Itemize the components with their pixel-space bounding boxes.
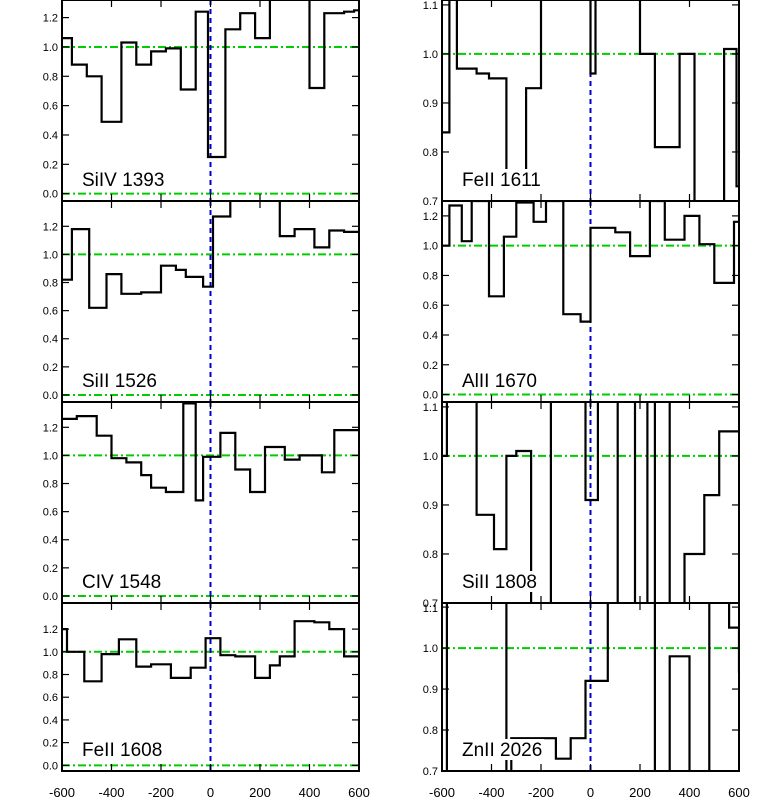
x-tick-label: 400 bbox=[679, 785, 701, 800]
panel-label-background bbox=[80, 169, 167, 190]
y-tick-label: 0.0 bbox=[43, 189, 58, 201]
y-tick-label: 0.4 bbox=[43, 535, 58, 547]
y-tick-label: 0.4 bbox=[43, 715, 58, 727]
x-tick-label: -600 bbox=[49, 785, 75, 800]
y-tick-label: 0.8 bbox=[423, 725, 438, 737]
y-tick-label: 1.0 bbox=[43, 647, 58, 659]
panel-label-znii-2026: ZnII 2026 bbox=[462, 740, 542, 761]
x-tick-label: 200 bbox=[249, 785, 271, 800]
y-tick-label: 1.1 bbox=[423, 402, 438, 414]
y-tick-label: 1.2 bbox=[43, 221, 58, 233]
x-tick-label: -400 bbox=[98, 785, 124, 800]
panel-label-feii-1611: FeII 1611 bbox=[462, 170, 541, 191]
spectrum-siii-1808 bbox=[442, 402, 739, 603]
y-tick-label: 1.0 bbox=[423, 643, 438, 655]
panel-label-background bbox=[80, 370, 159, 391]
y-tick-label: 0.0 bbox=[43, 760, 58, 772]
y-tick-label: 0.4 bbox=[423, 330, 438, 342]
x-tick-label: -400 bbox=[478, 785, 504, 800]
y-tick-label: 0.8 bbox=[43, 278, 58, 290]
y-tick-label: 0.0 bbox=[43, 390, 58, 402]
y-tick-label: 1.0 bbox=[423, 49, 438, 61]
y-tick-label: 0.2 bbox=[43, 159, 58, 171]
y-tick-label: 1.0 bbox=[43, 450, 58, 462]
x-tick-label: 200 bbox=[629, 785, 651, 800]
y-tick-label: 0.8 bbox=[43, 479, 58, 491]
panel-feii-1611: 0.7 0.8 0.9 1.0 1.1 FeII 1611 bbox=[423, 0, 740, 208]
panel-label-civ-1548: CIV 1548 bbox=[82, 572, 161, 593]
spectrum-civ-1548 bbox=[62, 402, 359, 502]
y-tick-label: 0.8 bbox=[423, 549, 438, 561]
y-tick-label: 0.8 bbox=[43, 71, 58, 83]
panel-label-siii-1526: SiII 1526 bbox=[82, 371, 157, 392]
y-tick-label: 0.6 bbox=[43, 101, 58, 113]
x-tick-label: 0 bbox=[207, 785, 214, 800]
panel-label-siiv-1393: SiIV 1393 bbox=[82, 170, 164, 191]
panel-label-background bbox=[460, 571, 539, 592]
y-tick-label: 1.0 bbox=[423, 451, 438, 463]
y-tick-label: 0.8 bbox=[423, 270, 438, 282]
panel-siii-1808: 0.7 0.8 0.9 1.0 1.1 SiII 1808 bbox=[423, 401, 740, 610]
y-tick-label: 1.2 bbox=[43, 13, 58, 25]
spectrum-siiv-1393 bbox=[62, 0, 359, 159]
y-tick-label: 0.7 bbox=[423, 196, 438, 208]
panel-label-feii-1608: FeII 1608 bbox=[82, 740, 162, 761]
x-tick-label: 0 bbox=[587, 785, 594, 800]
y-tick-label: 0.6 bbox=[43, 692, 58, 704]
y-tick-label: 1.2 bbox=[43, 624, 58, 636]
panel-alii-1670: 0.0 0.2 0.4 0.6 0.8 1.0 1.2 AlII 1670 bbox=[423, 200, 740, 403]
panel-znii-2026: 0.7 0.8 0.9 1.0 1.1 ZnII 2026 bbox=[423, 602, 740, 778]
panel-label-background bbox=[80, 571, 164, 592]
y-tick-label: 0.6 bbox=[423, 300, 438, 312]
panel-label-background bbox=[460, 739, 545, 760]
panel-siiv-1393: 0.0 0.2 0.4 0.6 0.8 1.0 1.2 SiIV 1393 bbox=[43, 0, 360, 202]
y-tick-label: 0.2 bbox=[43, 563, 58, 575]
spectrum-siii-1526 bbox=[62, 201, 359, 309]
panel-siii-1526: 0.0 0.2 0.4 0.6 0.8 1.0 1.2 SiII 1526 bbox=[43, 200, 360, 403]
y-tick-label: 1.1 bbox=[423, 0, 438, 12]
y-tick-label: 1.0 bbox=[423, 241, 438, 253]
x-tick-label: 600 bbox=[728, 785, 750, 800]
panel-label-background bbox=[80, 739, 165, 760]
panel-feii-1608: 0.0 0.2 0.4 0.6 0.8 1.0 1.2 FeII 1608 bbox=[43, 602, 360, 772]
x-tick-label: 600 bbox=[348, 785, 370, 800]
panel-civ-1548: 0.0 0.2 0.4 0.6 0.8 1.0 1.2 CIV 1548 bbox=[43, 401, 360, 604]
y-tick-label: 1.2 bbox=[43, 422, 58, 434]
spectrum-alii-1670 bbox=[442, 201, 739, 323]
y-tick-label: 0.4 bbox=[43, 130, 58, 142]
y-tick-label: 0.2 bbox=[423, 360, 438, 372]
panel-label-alii-1670: AlII 1670 bbox=[462, 371, 537, 392]
x-tick-label: -200 bbox=[528, 785, 554, 800]
y-tick-label: 0.2 bbox=[43, 362, 58, 374]
y-tick-label: 0.8 bbox=[43, 670, 58, 682]
panel-label-background bbox=[460, 169, 543, 190]
x-tick-label: -200 bbox=[148, 785, 174, 800]
x-tick-label: 400 bbox=[299, 785, 321, 800]
spectrum-feii-1608 bbox=[62, 620, 359, 683]
y-tick-label: 0.6 bbox=[43, 306, 58, 318]
panel-label-siii-1808: SiII 1808 bbox=[462, 572, 537, 593]
spectrum-znii-2026 bbox=[445, 603, 739, 771]
y-tick-label: 0.2 bbox=[43, 738, 58, 750]
y-tick-label: 1.0 bbox=[43, 249, 58, 261]
y-tick-label: 0.4 bbox=[43, 334, 58, 346]
y-tick-label: 0.9 bbox=[423, 500, 438, 512]
spectrum-feii-1611 bbox=[442, 0, 739, 201]
x-tick-label: -600 bbox=[429, 785, 455, 800]
y-tick-label: 0.6 bbox=[43, 507, 58, 519]
y-tick-label: 0.9 bbox=[423, 98, 438, 110]
y-tick-label: 1.1 bbox=[423, 603, 438, 615]
y-tick-label: 1.0 bbox=[43, 42, 58, 54]
y-tick-label: 0.7 bbox=[423, 766, 438, 778]
y-tick-label: 0.0 bbox=[423, 390, 438, 402]
y-tick-label: 0.7 bbox=[423, 598, 438, 610]
y-tick-label: 0.8 bbox=[423, 147, 438, 159]
y-tick-label: 1.2 bbox=[423, 211, 438, 223]
panel-label-background bbox=[460, 370, 539, 391]
y-tick-label: 0.9 bbox=[423, 684, 438, 696]
y-tick-label: 0.0 bbox=[43, 591, 58, 603]
